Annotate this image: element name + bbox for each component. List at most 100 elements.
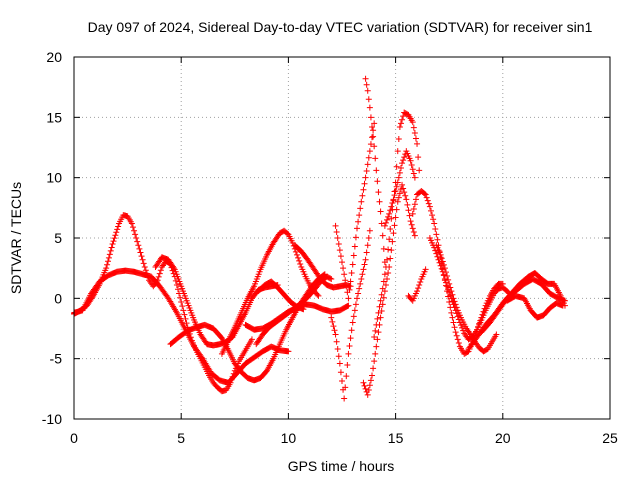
data-point (334, 235, 341, 241)
data-point (445, 276, 452, 283)
data-point (449, 291, 456, 298)
data-point (425, 200, 432, 207)
data-point (106, 251, 113, 258)
data-point (372, 155, 379, 162)
data-point (393, 183, 400, 190)
data-point (173, 282, 180, 289)
data-point (132, 231, 139, 238)
data-point (394, 198, 401, 205)
data-point (385, 246, 392, 253)
data-point (409, 210, 416, 217)
data-point (113, 229, 120, 236)
data-point (407, 157, 414, 164)
data-point (366, 382, 373, 389)
data-point (330, 323, 337, 330)
data-point (108, 244, 115, 251)
data-point (362, 256, 369, 263)
data-point (391, 192, 398, 199)
series-track-o (381, 148, 418, 229)
series-track-s (433, 242, 500, 355)
data-point (446, 280, 453, 287)
data-point (394, 148, 401, 155)
data-point (400, 157, 407, 164)
data-point (432, 247, 439, 254)
data-point (422, 266, 429, 273)
data-point (351, 243, 358, 250)
series-track-m (362, 75, 388, 266)
data-point (395, 174, 402, 181)
series-track-t (465, 269, 568, 353)
data-point (374, 178, 381, 185)
data-point (339, 377, 345, 384)
data-point (384, 276, 391, 283)
data-point (372, 327, 379, 334)
data-point (373, 343, 380, 350)
data-point (410, 170, 417, 177)
data-point (375, 309, 382, 316)
data-point (415, 285, 422, 292)
data-point (357, 205, 364, 212)
data-point (339, 259, 345, 266)
data-point (365, 235, 372, 241)
data-point (292, 248, 299, 255)
data-point (333, 228, 340, 235)
x-axis-title: GPS time / hours (288, 458, 395, 474)
data-point (382, 282, 389, 289)
data-point (359, 192, 366, 199)
data-point (359, 271, 366, 278)
data-point (364, 87, 371, 94)
data-point (342, 277, 349, 284)
data-point (354, 225, 361, 232)
data-point (378, 308, 385, 315)
y-tick-label: 20 (46, 49, 62, 65)
data-point (401, 154, 408, 161)
data-point (415, 154, 422, 161)
data-point (387, 207, 394, 214)
data-point (405, 207, 412, 214)
data-point (444, 273, 451, 280)
data-point (426, 203, 433, 210)
data-point (430, 216, 437, 223)
data-point (345, 295, 352, 302)
data-point (406, 212, 413, 219)
data-point (360, 186, 367, 193)
data-point (427, 207, 434, 214)
data-point (182, 315, 189, 322)
data-point (178, 298, 185, 305)
data-point (141, 263, 148, 270)
data-point (363, 81, 370, 88)
data-point (380, 294, 387, 301)
data-point (361, 382, 368, 389)
data-point (177, 294, 184, 301)
data-point (433, 231, 440, 238)
data-point (561, 297, 568, 304)
data-point (314, 291, 321, 298)
data-point (335, 353, 342, 360)
data-point (394, 179, 401, 186)
data-point (464, 349, 471, 356)
data-point (385, 213, 392, 220)
data-point (388, 203, 395, 210)
data-point (403, 196, 410, 203)
data-point (448, 288, 455, 295)
data-point (409, 166, 416, 173)
data-point (365, 387, 372, 394)
data-point (336, 247, 343, 254)
data-point (364, 161, 371, 168)
data-point (369, 134, 376, 141)
data-point (391, 222, 398, 229)
data-point (400, 113, 407, 120)
data-point (442, 269, 449, 276)
data-point (327, 275, 334, 282)
data-point (355, 218, 362, 225)
data-point (377, 297, 384, 304)
data-point (378, 220, 385, 227)
data-point (360, 266, 367, 273)
series-track-k (328, 227, 373, 402)
data-point (369, 123, 376, 130)
data-point (343, 283, 350, 290)
data-point (450, 319, 457, 326)
data-point (412, 196, 419, 203)
